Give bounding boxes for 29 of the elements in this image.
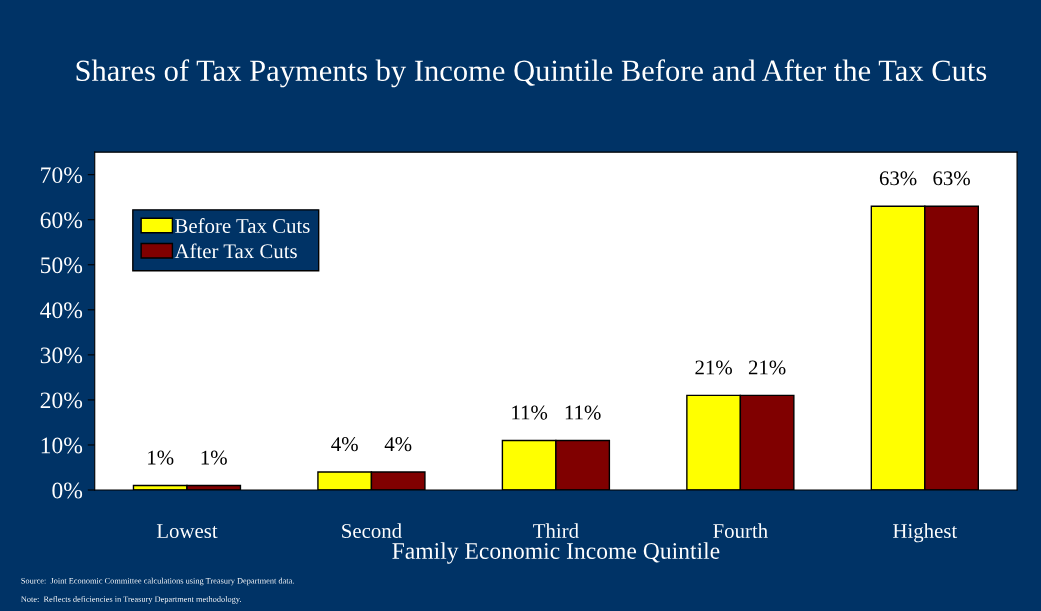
y-tick-label: 70%	[41, 167, 83, 184]
y-tick-label: 50%	[41, 257, 83, 274]
y-tick-label: 30%	[40, 347, 83, 364]
y-tick-label: 20%	[40, 392, 83, 409]
y-tick-label: 0%	[52, 482, 83, 499]
data-label: 4%	[384, 437, 412, 452]
chart-title: Shares of Tax Payments by Income Quintile Before and After the Tax Cuts	[76, 59, 987, 88]
data-label: 63%	[933, 171, 970, 186]
x-tick-label: Lowest	[156, 524, 218, 539]
data-label: 11%	[512, 405, 548, 420]
x-tick-label: Fourth	[713, 523, 768, 539]
data-label: 4%	[331, 437, 358, 452]
legend-label: After Tax Cuts	[174, 243, 297, 259]
data-label: 1%	[201, 450, 227, 465]
legend-label: Before Tax Cuts	[175, 218, 310, 233]
y-tick-label: 40%	[40, 302, 83, 319]
data-label: 1%	[148, 450, 174, 465]
source-note: Source: Joint Economic Committee calculations using Treasury Department data.	[21, 577, 294, 586]
data-label: 11%	[565, 405, 601, 420]
data-label: 21%	[748, 360, 786, 375]
x-tick-label: Second	[342, 523, 402, 539]
x-axis-title: Family Economic Income Quintile	[392, 542, 720, 564]
text: Note: Reflects deficiencies in Treasury Department methodology.	[21, 595, 241, 604]
data-label: 21%	[695, 360, 732, 375]
data-label: 63%	[879, 171, 917, 186]
x-tick-label: Highest	[893, 523, 958, 543]
y-tick-label: 60%	[40, 212, 83, 229]
x-tick-label: Third	[533, 523, 579, 539]
y-tick-label: 10%	[41, 437, 83, 454]
